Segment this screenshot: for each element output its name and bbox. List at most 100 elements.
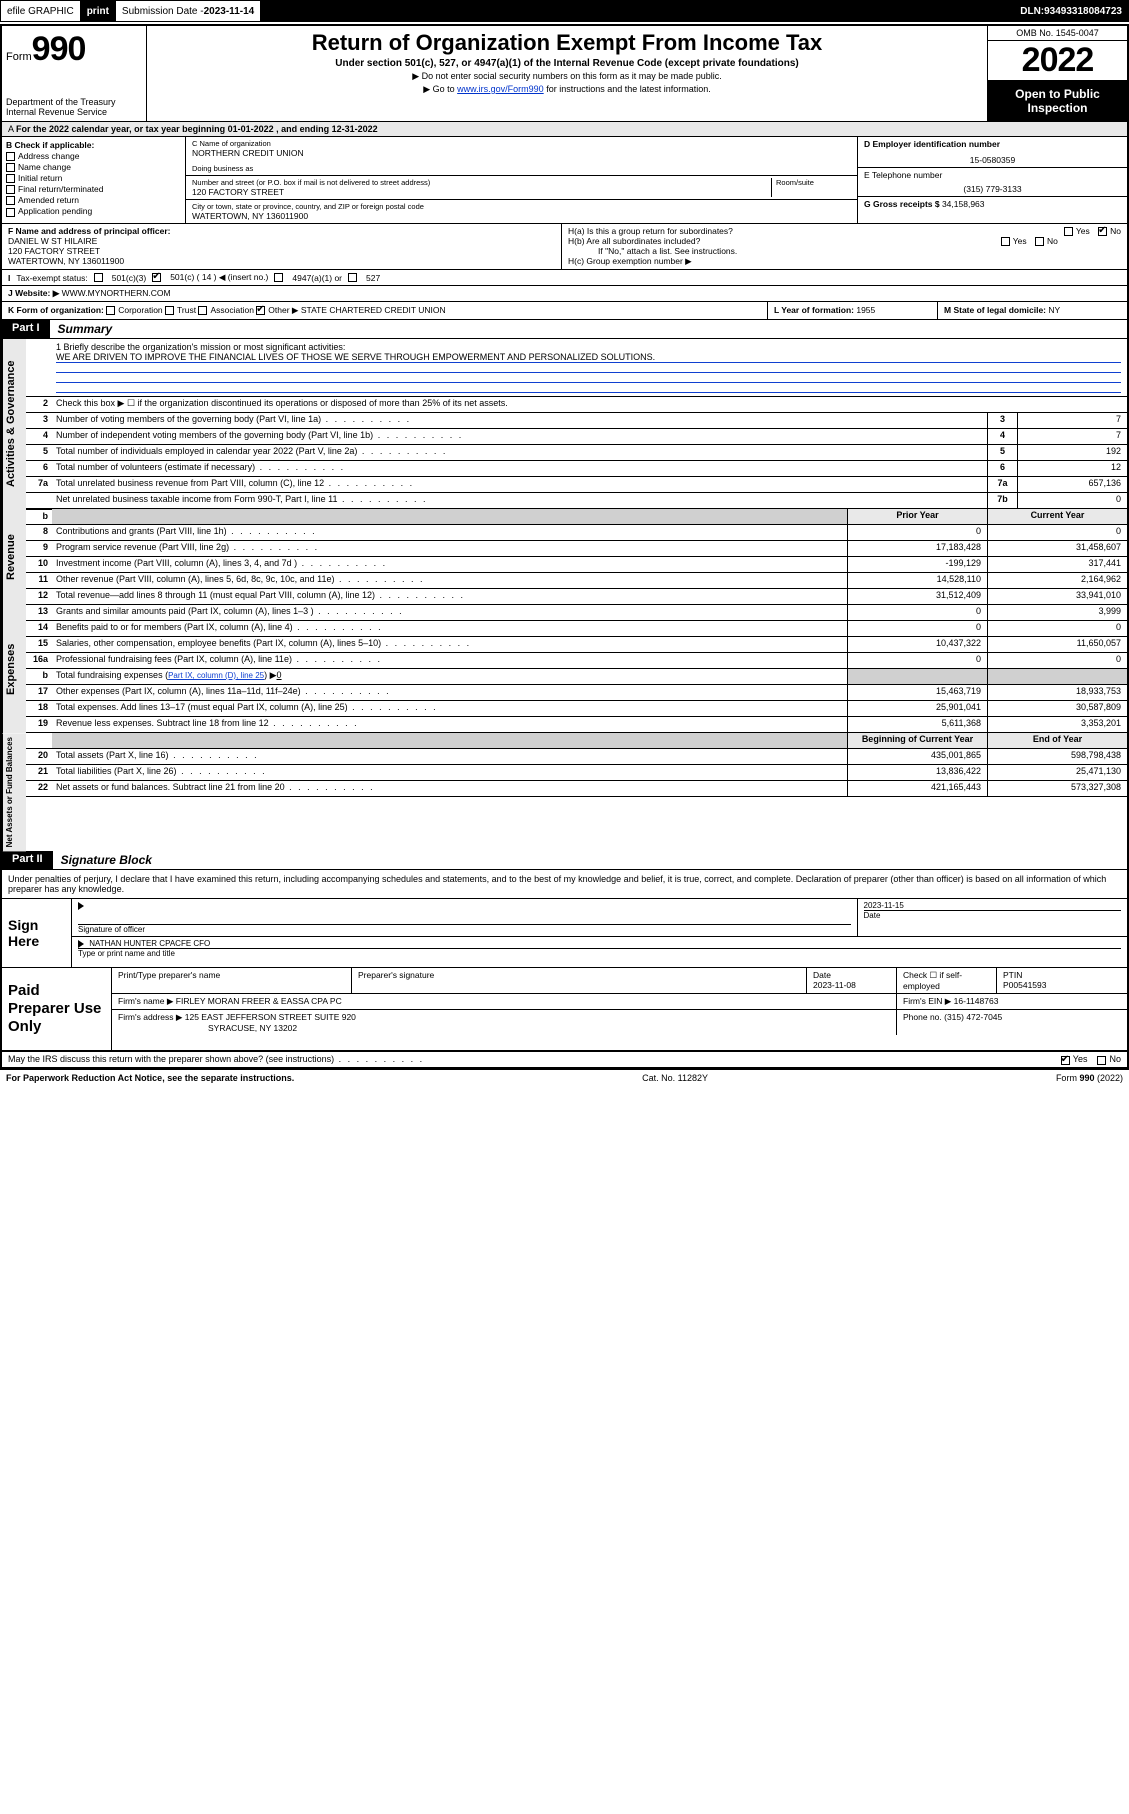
vtab-expenses: Expenses xyxy=(2,605,26,733)
form-header: Form990 Department of the Treasury Inter… xyxy=(2,26,1127,122)
block-net-assets: Net Assets or Fund Balances Beginning of… xyxy=(2,733,1127,851)
ha-yes-checkbox[interactable] xyxy=(1064,227,1073,236)
form-title: Return of Organization Exempt From Incom… xyxy=(157,30,977,56)
summary-line: 18Total expenses. Add lines 13–17 (must … xyxy=(26,701,1127,717)
goto-note: ▶ Go to www.irs.gov/Form990 for instruct… xyxy=(157,84,977,95)
group-exemption: H(c) Group exemption number ▶ xyxy=(568,256,1121,267)
gross-receipts: G Gross receipts $ 34,158,963 xyxy=(858,197,1127,211)
b-option-checkbox[interactable] xyxy=(6,152,15,161)
preparer-date: 2023-11-08 xyxy=(813,980,856,990)
self-employed-check[interactable]: Check ☐ if self-employed xyxy=(897,968,997,993)
discuss-row: May the IRS discuss this return with the… xyxy=(2,1052,1127,1067)
summary-line: 7aTotal unrelated business revenue from … xyxy=(26,477,1127,493)
block-governance: Activities & Governance 1 Briefly descri… xyxy=(2,339,1127,509)
dln-cell: DLN: 93493318084723 xyxy=(261,1,1128,21)
irs-label: Internal Revenue Service xyxy=(6,107,142,117)
b-option-checkbox[interactable] xyxy=(6,208,15,217)
b-option-checkbox[interactable] xyxy=(6,163,15,172)
firm-ein: 16-1148763 xyxy=(954,996,999,1006)
summary-line: 19Revenue less expenses. Subtract line 1… xyxy=(26,717,1127,733)
527-checkbox[interactable] xyxy=(348,273,357,282)
name-arrow-icon xyxy=(78,940,84,948)
paperwork-notice: For Paperwork Reduction Act Notice, see … xyxy=(6,1073,294,1083)
summary-line: 13Grants and similar amounts paid (Part … xyxy=(26,605,1127,621)
mission-text: WE ARE DRIVEN TO IMPROVE THE FINANCIAL L… xyxy=(56,352,1121,363)
summary-line: 6Total number of volunteers (estimate if… xyxy=(26,461,1127,477)
trust-checkbox[interactable] xyxy=(165,306,174,315)
vtab-revenue: Revenue xyxy=(2,509,26,605)
firm-addr1: 125 EAST JEFFERSON STREET SUITE 920 xyxy=(185,1012,356,1022)
corp-checkbox[interactable] xyxy=(106,306,115,315)
vtab-net-assets: Net Assets or Fund Balances xyxy=(2,733,26,851)
principal-officer: F Name and address of principal officer:… xyxy=(2,224,562,269)
officer-name: NATHAN HUNTER CPACFE CFO xyxy=(89,939,210,948)
omb-number: OMB No. 1545-0047 xyxy=(988,26,1127,41)
b-option-checkbox[interactable] xyxy=(6,196,15,205)
h-questions: H(a) Is this a group return for subordin… xyxy=(562,224,1127,269)
block-revenue: Revenue b Prior Year Current Year 8Contr… xyxy=(2,509,1127,605)
top-toolbar: efile GRAPHIC print Submission Date - 20… xyxy=(0,0,1129,22)
discuss-yes-checkbox[interactable] xyxy=(1061,1056,1070,1065)
sign-date: 2023-11-15 xyxy=(864,901,1122,910)
phone-value: (315) 779-3133 xyxy=(864,184,1121,194)
summary-line: 9Program service revenue (Part VIII, lin… xyxy=(26,541,1127,557)
summary-line: 11Other revenue (Part VIII, column (A), … xyxy=(26,573,1127,589)
line-a: A For the 2022 calendar year, or tax yea… xyxy=(2,122,1127,137)
4947-checkbox[interactable] xyxy=(274,273,283,282)
perjury-statement: Under penalties of perjury, I declare th… xyxy=(2,870,1127,899)
form-subtitle: Under section 501(c), 527, or 4947(a)(1)… xyxy=(157,58,977,69)
block-expenses: Expenses 13Grants and similar amounts pa… xyxy=(2,605,1127,733)
section-bcdefg: B Check if applicable: Address changeNam… xyxy=(2,137,1127,224)
summary-line: 8Contributions and grants (Part VIII, li… xyxy=(26,525,1127,541)
py-header-row: b Prior Year Current Year xyxy=(26,509,1127,525)
501c-checkbox[interactable] xyxy=(152,273,161,282)
501c3-checkbox[interactable] xyxy=(94,273,103,282)
b-option-checkbox[interactable] xyxy=(6,185,15,194)
summary-line: 16aProfessional fundraising fees (Part I… xyxy=(26,653,1127,669)
hb-no-checkbox[interactable] xyxy=(1035,237,1044,246)
summary-line: 21Total liabilities (Part X, line 26)13,… xyxy=(26,765,1127,781)
other-checkbox[interactable] xyxy=(256,306,265,315)
row-klm: K Form of organization: Corporation Trus… xyxy=(2,302,1127,320)
print-button[interactable]: print xyxy=(81,1,116,21)
vtab-governance: Activities & Governance xyxy=(2,339,26,509)
org-name: NORTHERN CREDIT UNION xyxy=(192,148,851,158)
paid-preparer-block: Paid Preparer Use Only Print/Type prepar… xyxy=(2,968,1127,1052)
city-state-zip: WATERTOWN, NY 136011900 xyxy=(192,211,851,221)
paid-preparer-label: Paid Preparer Use Only xyxy=(2,968,112,1050)
irs-link[interactable]: www.irs.gov/Form990 xyxy=(457,84,544,94)
submission-date-cell: Submission Date - 2023-11-14 xyxy=(116,1,261,21)
col-c: C Name of organization NORTHERN CREDIT U… xyxy=(186,137,857,223)
summary-line: 4Number of independent voting members of… xyxy=(26,429,1127,445)
discuss-no-checkbox[interactable] xyxy=(1097,1056,1106,1065)
header-right: OMB No. 1545-0047 2022 Open to Public In… xyxy=(987,26,1127,121)
ha-no-checkbox[interactable] xyxy=(1098,227,1107,236)
summary-line: Net unrelated business taxable income fr… xyxy=(26,493,1127,509)
street-address: 120 FACTORY STREET xyxy=(192,187,771,197)
phone-block: E Telephone number (315) 779-3133 xyxy=(858,168,1127,197)
summary-line: 12Total revenue—add lines 8 through 11 (… xyxy=(26,589,1127,605)
summary-line: 10Investment income (Part VIII, column (… xyxy=(26,557,1127,573)
ssn-note: ▶ Do not enter social security numbers o… xyxy=(157,71,977,82)
assoc-checkbox[interactable] xyxy=(198,306,207,315)
cat-no: Cat. No. 11282Y xyxy=(642,1073,708,1083)
row-j-website: J Website: ▶ WWW.MYNORTHERN.COM xyxy=(2,286,1127,302)
efile-label: efile GRAPHIC xyxy=(1,1,81,21)
firm-addr2: SYRACUSE, NY 13202 xyxy=(118,1023,297,1033)
form-word: Form xyxy=(6,51,32,63)
part1-header: Part I Summary xyxy=(2,320,1127,339)
signature-arrow-icon xyxy=(78,902,84,910)
row-f-h: F Name and address of principal officer:… xyxy=(2,224,1127,270)
addr-block: Number and street (or P.O. box if mail i… xyxy=(186,176,857,200)
na-header-row: Beginning of Current Year End of Year xyxy=(26,733,1127,749)
tax-year: 2022 xyxy=(988,41,1127,81)
city-block: City or town, state or province, country… xyxy=(186,200,857,223)
b-option-checkbox[interactable] xyxy=(6,174,15,183)
header-mid: Return of Organization Exempt From Incom… xyxy=(147,26,987,121)
ein-value: 15-0580359 xyxy=(864,155,1121,165)
col-b-checkboxes: B Check if applicable: Address changeNam… xyxy=(2,137,186,223)
firm-phone: (315) 472-7045 xyxy=(944,1012,1002,1022)
org-name-block: C Name of organization NORTHERN CREDIT U… xyxy=(186,137,857,176)
col-def: D Employer identification number 15-0580… xyxy=(857,137,1127,223)
hb-yes-checkbox[interactable] xyxy=(1001,237,1010,246)
